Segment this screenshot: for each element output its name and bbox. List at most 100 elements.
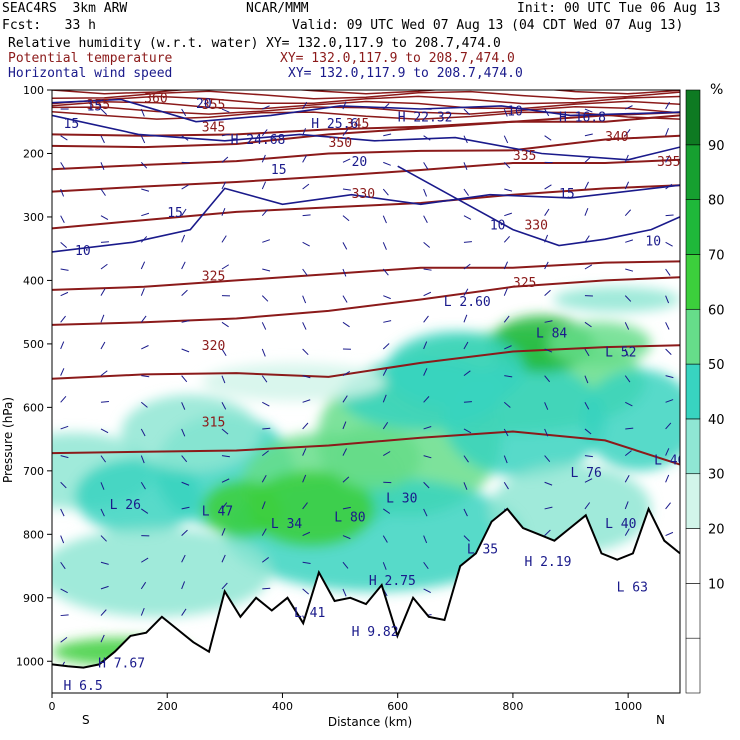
rh-extremum-label: L 46: [654, 453, 685, 468]
wind-vector: [261, 528, 267, 536]
theta-label: 330: [524, 219, 547, 234]
wind-vector: [342, 506, 351, 510]
wind-vector: [342, 129, 349, 137]
y-tick-label: 600: [23, 401, 44, 414]
wind-vector: [463, 370, 471, 377]
colorbar-swatch: [685, 363, 701, 420]
rh-extremum-label: L 26: [110, 498, 141, 513]
wind-vector: [503, 315, 510, 323]
wind-vector: [221, 208, 226, 216]
wind-vector: [342, 188, 351, 191]
wind-vector: [423, 481, 430, 489]
wind-vector: [624, 209, 632, 217]
wind-vector: [544, 375, 551, 383]
wind-vector: [100, 634, 105, 643]
plot-frame: [51, 89, 681, 694]
wind-vector: [423, 425, 432, 430]
wind-vector: [60, 561, 66, 570]
wind-vector: [544, 184, 552, 190]
wind-vector: [141, 375, 150, 378]
theta-contour-upper: [52, 110, 680, 120]
wind-vector: [423, 508, 428, 517]
theta-label: 320: [202, 339, 225, 354]
wind-vector: [625, 268, 634, 272]
wind-vector: [100, 508, 105, 517]
x-tick-label: 200: [157, 700, 178, 713]
wind-vector: [342, 158, 351, 163]
rh-extremum-label: H 7.67: [98, 657, 145, 672]
valid-time: Valid: 09 UTC Wed 07 Aug 13 (04 CDT Wed …: [292, 18, 684, 33]
rh-shade: [247, 470, 375, 548]
y-axis-title: Pressure (hPa): [1, 397, 15, 483]
wind-vector: [624, 295, 632, 302]
field-rh-name: Relative humidity (w.r.t. water): [8, 36, 259, 51]
wind-vector: [100, 561, 109, 565]
colorbar-level: 60: [708, 303, 725, 318]
wind-vector: [262, 239, 271, 243]
wind-vector: [503, 135, 509, 144]
wind-label: 15: [64, 117, 80, 132]
wind-vector: [181, 184, 189, 190]
wind-vector: [625, 401, 633, 407]
wind-vector: [302, 399, 311, 403]
wind-vector: [665, 448, 670, 456]
wind-vector: [423, 455, 432, 459]
x-tick-label: 400: [272, 700, 293, 713]
wind-vector: [624, 322, 630, 330]
wind-vector: [60, 481, 67, 489]
wind-vector: [383, 295, 391, 300]
wind-max-label: H 16.8: [559, 111, 606, 126]
wind-vector: [60, 268, 69, 271]
wind-vector: [665, 101, 670, 110]
wind-vector: [181, 375, 188, 383]
wind-vector: [181, 481, 190, 486]
wind-contour: [397, 165, 680, 247]
theta-contour-upper: [52, 90, 680, 100]
wind-vector: [181, 208, 187, 216]
wind-vector: [423, 315, 429, 323]
wind-vector: [382, 508, 391, 514]
theta-contour-upper: [52, 90, 680, 95]
wind-vector: [100, 241, 109, 243]
rh-extremum-label: L 40: [605, 517, 636, 532]
wind-vector: [584, 156, 592, 163]
wind-vector: [302, 561, 311, 565]
wind-vector: [140, 288, 145, 296]
x-tick-label: 1000: [614, 700, 642, 713]
wind-vector: [302, 422, 309, 430]
wind-vector: [60, 241, 67, 248]
wind-vector: [140, 607, 145, 616]
org-label: NCAR/MMM: [246, 1, 309, 16]
wind-vector: [221, 264, 230, 270]
wind-vector: [261, 475, 267, 483]
wind-vector: [342, 295, 348, 303]
wind-vector: [463, 188, 469, 196]
wind-vector: [423, 396, 430, 403]
theta-label: 325: [513, 276, 536, 291]
wind-vector: [342, 588, 347, 597]
wind-vector: [584, 428, 592, 435]
wind-vector: [181, 261, 186, 270]
wind-vector: [100, 188, 106, 196]
wind-vector: [503, 288, 508, 296]
rh-extremum-label: L 76: [571, 466, 602, 481]
wind-vector: [60, 188, 65, 197]
wind-vector: [302, 322, 307, 330]
wind-vector: [584, 264, 593, 270]
y-tick-label: 700: [23, 465, 44, 478]
wind-vector: [261, 181, 267, 190]
wind-vector: [221, 133, 230, 137]
wind-vector: [463, 482, 468, 490]
wind-vector: [302, 128, 306, 136]
colorbar-level: 50: [708, 358, 725, 373]
wind-vector: [383, 451, 391, 457]
field-theta-xy: XY= 132.0,117.9 to 208.7,474.0: [280, 51, 515, 66]
wind-vector: [665, 502, 671, 510]
wind-vector: [140, 428, 146, 437]
wind-vector: [221, 348, 227, 357]
wind-vector: [100, 135, 105, 144]
wind-vector: [342, 535, 351, 540]
wind-vector: [302, 241, 310, 247]
wind-vector: [342, 561, 349, 569]
